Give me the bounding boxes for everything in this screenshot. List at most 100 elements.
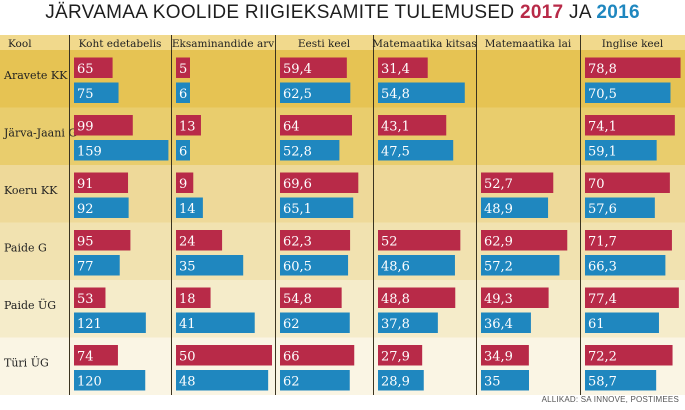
header-metric: Eesti keel [298,38,351,50]
value-label: 41 [179,317,196,332]
bar-2016 [585,255,666,276]
value-label: 62 [283,375,300,390]
bar-2017 [280,57,347,78]
bar-2016 [74,370,146,391]
value-label: 77 [77,260,94,275]
bar-2017 [585,345,673,366]
value-label: 49,3 [484,292,513,307]
value-label: 48,6 [381,260,410,275]
bar-2016 [481,312,531,333]
value-label: 37,8 [381,317,410,332]
bar-2017 [74,345,118,366]
bar-2016 [176,312,255,333]
value-label: 77,4 [588,292,617,307]
header-metric: Eksaminandide arv [172,38,274,50]
value-label: 121 [77,317,102,332]
value-label: 71,7 [588,235,617,250]
value-label: 31,4 [381,62,410,77]
school-label: Aravete KK [3,69,68,82]
value-label: 159 [77,145,102,160]
bar-2016 [378,370,424,391]
value-label: 6 [179,87,187,102]
value-label: 50 [179,350,196,365]
value-label: 24 [179,235,196,250]
header-kool: Kool [8,38,32,50]
title-year-2017: 2017 [519,2,564,23]
bar-2017 [378,345,423,366]
value-label: 27,9 [381,350,410,365]
bar-2017 [74,287,106,308]
bar-2017 [481,172,554,193]
bar-2016 [481,197,549,218]
bar-2016 [378,312,438,333]
value-label: 47,5 [381,145,410,160]
value-label: 72,2 [588,350,617,365]
value-label: 54,8 [283,292,312,307]
value-label: 91 [77,177,94,192]
bar-2017 [176,287,211,308]
bar-2017 [176,57,190,78]
value-label: 13 [179,120,196,135]
value-label: 52,8 [283,145,312,160]
value-label: 53 [77,292,94,307]
bar-2017 [74,230,131,251]
value-label: 65,1 [283,202,312,217]
value-label: 36,4 [484,317,513,332]
value-label: 52 [381,235,398,250]
bar-2016 [280,370,350,391]
value-label: 75 [77,87,94,102]
bar-2017 [280,172,359,193]
bar-2017 [74,172,129,193]
value-label: 70 [588,177,605,192]
bar-2016 [280,312,350,333]
bar-2016 [176,140,190,161]
bar-2016 [280,82,351,103]
value-label: 64 [283,120,300,135]
header-metric: Inglise keel [602,38,664,50]
bar-2016 [280,140,340,161]
value-label: 57,2 [484,260,513,275]
value-label: 95 [77,235,94,250]
title-prefix: JÄRVAMAA KOOLIDE RIIGIEKSAMITE TULEMUSED [45,2,515,23]
header-metric: Matemaatika lai [485,38,572,50]
bar-2016 [481,255,560,276]
value-label: 65 [77,62,94,77]
source-note: ALLIKAD: SA INNOVE, POSTIMEES [541,395,679,404]
bar-2017 [74,115,133,136]
value-label: 48,9 [484,202,513,217]
bar-2016 [74,197,129,218]
value-label: 69,6 [283,177,312,192]
bar-2017 [378,115,447,136]
value-label: 18 [179,292,196,307]
bar-2016 [378,255,455,276]
value-label: 62,9 [484,235,513,250]
bar-2017 [176,345,272,366]
bar-2016 [585,82,671,103]
bar-2017 [176,115,201,136]
value-label: 9 [179,177,187,192]
bar-2016 [280,197,354,218]
value-label: 35 [484,375,501,390]
bar-2017 [481,230,568,251]
bar-2016 [74,312,146,333]
bar-2017 [378,287,456,308]
school-label: Paide ÜG [4,298,56,312]
bar-2016 [585,312,659,333]
chart-title: JÄRVAMAA KOOLIDE RIIGIEKSAMITE TULEMUSED… [0,2,685,24]
value-label: 48,8 [381,292,410,307]
bar-2016 [176,255,244,276]
bar-2016 [585,370,657,391]
bar-2016 [74,82,119,103]
bar-2017 [585,230,672,251]
school-label: Türi ÜG [4,356,49,370]
value-label: 6 [179,145,187,160]
bar-2016 [378,140,454,161]
value-label: 70,5 [588,87,617,102]
value-label: 92 [77,202,94,217]
header-metric: Koht edetabelis [79,38,162,50]
value-label: 78,8 [588,62,617,77]
value-label: 74,1 [588,120,617,135]
title-year-2016: 2016 [596,2,640,23]
bar-2016 [585,140,657,161]
value-label: 52,7 [484,177,513,192]
